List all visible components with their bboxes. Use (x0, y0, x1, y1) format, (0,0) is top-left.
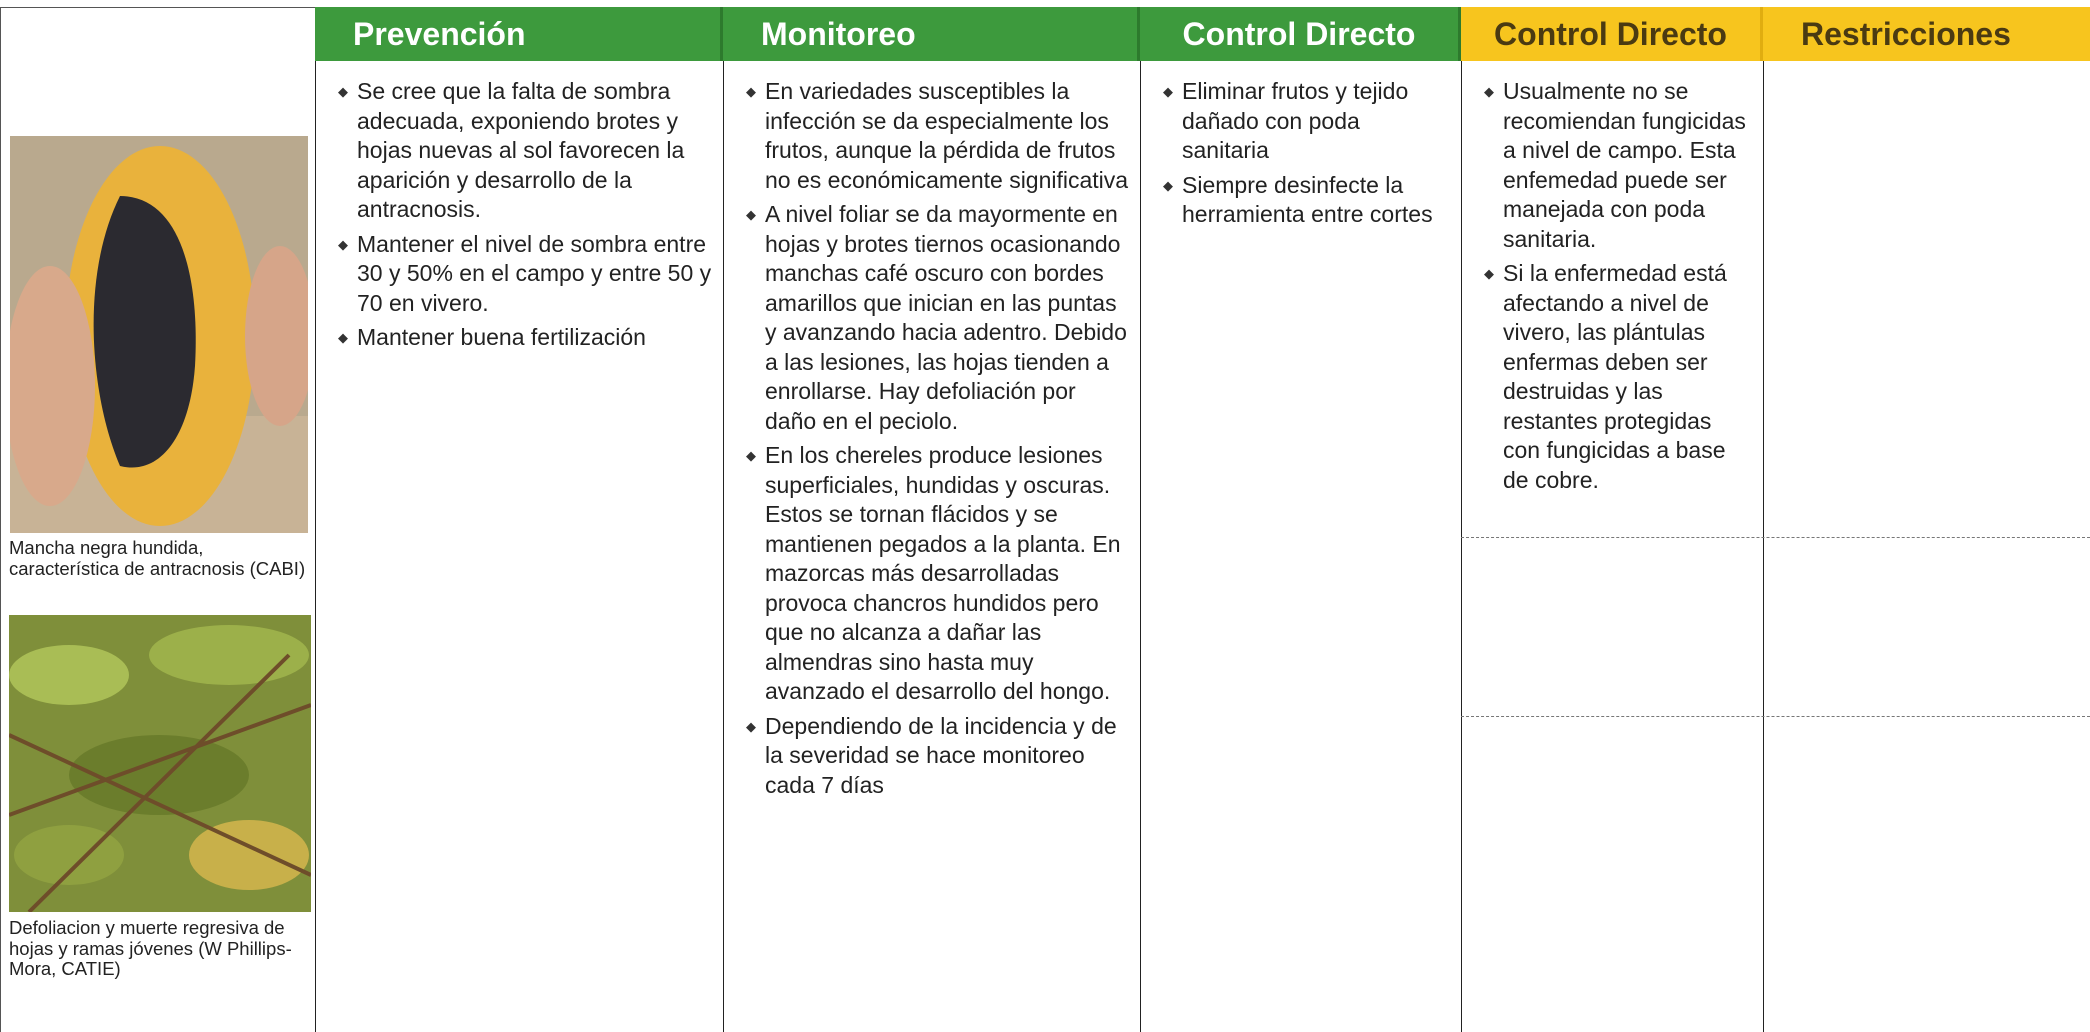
column-header: Control Directo (1461, 7, 1763, 61)
bullet-item: Mantener buena fertilización (338, 323, 713, 353)
column (1763, 61, 2090, 1032)
photo-leaves (9, 615, 311, 912)
bullet-item: En los chereles produce lesiones superfi… (746, 441, 1130, 707)
column: En variedades susceptibles la infección … (723, 61, 1140, 1032)
image-caption: Mancha negra hundida, característica de … (9, 537, 306, 579)
photo-pod (10, 136, 308, 533)
bullet-item: Se cree que la falta de sombra adecuada,… (338, 77, 713, 225)
bullet-item: Mantener el nivel de sombra entre 30 y 5… (338, 230, 713, 319)
bullet-item: Usualmente no se recomiendan fungicidas … (1484, 77, 1753, 254)
left-frame (0, 7, 315, 1032)
bullet-item: Siempre desinfecte la herramienta entre … (1163, 171, 1451, 230)
dashed-line (1461, 716, 2090, 717)
column: Usualmente no se recomiendan fungicidas … (1461, 61, 1763, 1032)
column-header: Control Directo (1140, 7, 1461, 61)
column-header: Prevención (315, 7, 723, 61)
column: Se cree que la falta de sombra adecuada,… (315, 61, 723, 1032)
column-header: Monitoreo (723, 7, 1140, 61)
dashed-line (1461, 537, 2090, 538)
image-caption: Defoliacion y muerte regresiva de hojas … (9, 917, 292, 979)
bullet-item: En variedades susceptibles la infección … (746, 77, 1130, 195)
column: Eliminar frutos y tejido dañado con poda… (1140, 61, 1461, 1032)
bullet-item: Dependiendo de la incidencia y de la sev… (746, 712, 1130, 801)
bullet-item: Eliminar frutos y tejido dañado con poda… (1163, 77, 1451, 166)
bullet-item: A nivel foliar se da mayormente en hojas… (746, 200, 1130, 436)
column-header: Restricciones (1763, 7, 2090, 61)
bullet-item: Si la enfermedad está afectando a nivel … (1484, 259, 1753, 495)
